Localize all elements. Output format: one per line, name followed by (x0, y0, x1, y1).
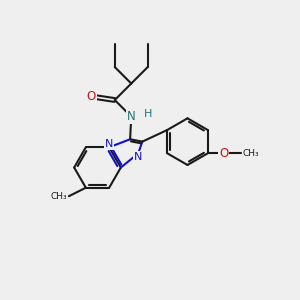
Text: N: N (134, 152, 142, 162)
Text: O: O (219, 147, 228, 160)
Text: CH₃: CH₃ (50, 192, 67, 201)
Text: CH₃: CH₃ (243, 149, 259, 158)
Text: N: N (105, 139, 113, 149)
Text: H: H (143, 109, 152, 118)
Text: O: O (86, 91, 96, 103)
Text: N: N (127, 110, 136, 123)
